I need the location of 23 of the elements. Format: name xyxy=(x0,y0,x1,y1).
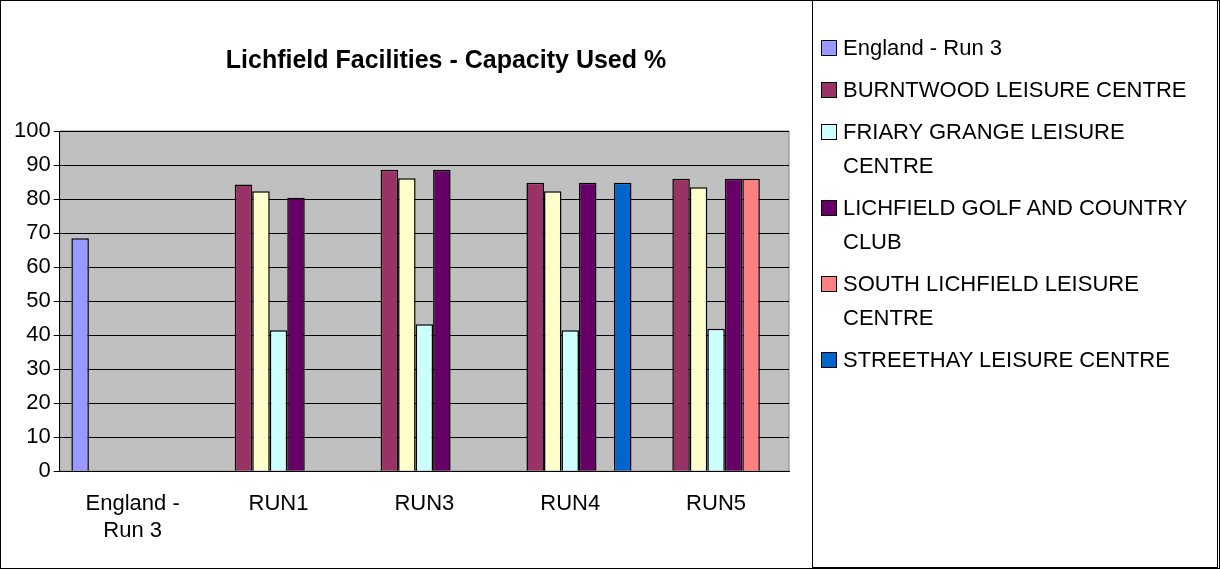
y-tick-label: 20 xyxy=(26,389,51,415)
legend-label: SOUTH LICHFIELD LEISURE CENTRE xyxy=(843,270,1140,332)
x-tick-label: RUN5 xyxy=(686,490,747,516)
y-tick-label: 40 xyxy=(26,321,51,347)
y-tick-label: 30 xyxy=(26,355,51,381)
legend-label: STREETHAY LEISURE CENTRE xyxy=(843,346,1170,374)
legend-label: LICHFIELD GOLF AND COUNTRY CLUB xyxy=(843,194,1188,256)
x-tick-label: RUN4 xyxy=(540,490,601,516)
y-tick-label: 60 xyxy=(26,253,51,279)
x-tick-label: England - Run 3 xyxy=(85,490,180,542)
y-tick-label: 10 xyxy=(26,423,51,449)
y-tick-label: 80 xyxy=(26,185,51,211)
legend-label: BURNTWOOD LEISURE CENTRE xyxy=(843,76,1187,104)
legend-label: England - Run 3 xyxy=(843,34,1002,62)
y-tick-label: 90 xyxy=(26,151,51,177)
y-tick-label: 0 xyxy=(38,457,51,483)
x-tick-label: RUN3 xyxy=(394,490,455,516)
y-tick-label: 70 xyxy=(26,219,51,245)
legend-label: FRIARY GRANGE LEISURE CENTRE xyxy=(843,118,1126,180)
y-tick-label: 50 xyxy=(26,287,51,313)
x-tick-label: RUN1 xyxy=(248,490,309,516)
y-tick-label: 100 xyxy=(13,117,51,143)
chart-title: Lichfield Facilities - Capacity Used % xyxy=(224,45,668,74)
